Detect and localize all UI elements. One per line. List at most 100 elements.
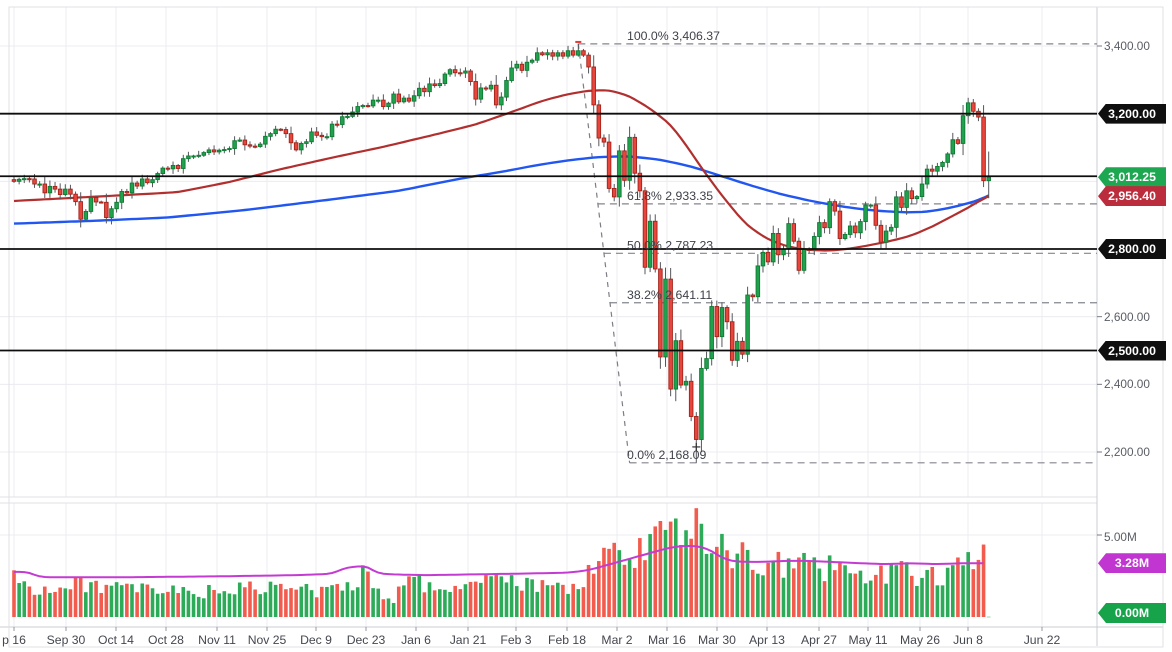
volume-bar <box>602 547 606 617</box>
volume-bar <box>684 530 688 617</box>
candle-body <box>104 201 109 218</box>
volume-bar <box>807 560 811 617</box>
volume-bar <box>181 587 186 617</box>
volume-bar <box>899 561 904 617</box>
volume-bar <box>155 593 160 617</box>
candle-body <box>596 104 602 139</box>
volume-bar <box>345 582 350 617</box>
candle-body <box>704 358 709 369</box>
candle-body <box>622 150 627 181</box>
volume-bar <box>940 585 945 617</box>
volume-bar <box>443 589 447 617</box>
volume-bars <box>12 508 991 618</box>
candle-body <box>68 188 73 195</box>
volume-bar <box>417 575 422 617</box>
candle-body <box>391 93 396 104</box>
candle-body <box>801 248 807 271</box>
candle-body <box>345 115 350 118</box>
volume-bar <box>930 566 935 617</box>
volume-bar <box>325 586 329 617</box>
candle-body <box>576 50 581 56</box>
volume-bar <box>366 571 370 617</box>
candle-body <box>83 210 89 220</box>
candle-body <box>668 278 673 390</box>
volume-bar <box>597 561 601 617</box>
time-axis-label: Feb 3 <box>500 633 532 647</box>
candle-body <box>406 97 412 102</box>
candle-body <box>632 136 637 174</box>
volume-bar <box>514 586 519 617</box>
horizontal-lines[interactable] <box>0 112 1097 352</box>
volume-bar <box>950 565 955 617</box>
candle-body <box>858 221 863 234</box>
time-axis-label: Apr 13 <box>749 633 785 647</box>
candle-body <box>658 268 663 358</box>
candle-body <box>545 52 550 56</box>
volume-bar <box>545 585 550 617</box>
price-badge-2500: 2,500.00 <box>1098 340 1166 361</box>
volume-bar <box>484 575 488 617</box>
volume-bar <box>314 597 319 617</box>
ma-fast-line <box>13 89 990 252</box>
volume-bar <box>68 589 73 617</box>
candle-body <box>119 191 124 203</box>
candle-body <box>57 188 63 195</box>
candle-body <box>252 145 258 148</box>
volume-bar <box>258 594 263 617</box>
price-badge-2800: 2,800.00 <box>1098 239 1166 259</box>
candle-body <box>714 306 720 338</box>
candle-body <box>509 67 514 81</box>
fib-high-anchor[interactable] <box>575 40 582 43</box>
volume-bar <box>535 591 540 617</box>
volume-bar <box>412 576 416 617</box>
candle-body <box>417 87 422 97</box>
volume-bar <box>904 562 909 617</box>
candle-body <box>232 140 237 149</box>
candle-body <box>247 144 253 147</box>
candle-body <box>586 54 591 68</box>
volume-bar <box>986 616 991 618</box>
candle-body <box>222 149 227 152</box>
volume-bar <box>448 591 452 617</box>
volume-bar <box>381 599 386 617</box>
volume-bar <box>125 583 129 617</box>
volume-bar <box>232 594 237 617</box>
volume-bar <box>227 593 232 617</box>
volume-bar <box>756 573 760 617</box>
volume-bar <box>361 565 365 617</box>
axis-tick-marks <box>13 45 1102 631</box>
candle-body <box>427 83 432 93</box>
volume-bar <box>822 581 827 617</box>
candle-body <box>550 52 555 57</box>
volume-bar <box>407 576 411 617</box>
candle-body <box>196 154 201 157</box>
candle-body <box>863 204 868 223</box>
candle-body <box>314 131 319 136</box>
candle-body <box>617 150 622 198</box>
volume-bar <box>797 557 801 617</box>
volume-bar <box>761 575 765 617</box>
volume-bar <box>874 574 878 617</box>
volume-bar <box>858 570 863 617</box>
candle-body <box>52 185 58 190</box>
time-axis-label: Mar 16 <box>648 633 686 647</box>
candle-body <box>683 380 689 386</box>
volume-bar <box>289 588 293 617</box>
candle-body <box>370 99 376 107</box>
volume-bar <box>176 592 180 617</box>
candle-body <box>365 105 371 108</box>
volume-bar <box>473 581 478 617</box>
candle-body <box>873 204 879 226</box>
time-axis-label: Apr 27 <box>801 633 837 647</box>
candle-body <box>647 220 653 268</box>
candle-body <box>894 196 899 228</box>
candle-body <box>555 52 561 57</box>
candle-body <box>770 232 776 263</box>
candle-body <box>642 190 648 268</box>
candle-body <box>37 183 42 186</box>
candles <box>11 43 991 463</box>
volume-bar <box>17 583 21 617</box>
volume-bar <box>371 588 375 617</box>
volume-bar <box>540 580 545 617</box>
